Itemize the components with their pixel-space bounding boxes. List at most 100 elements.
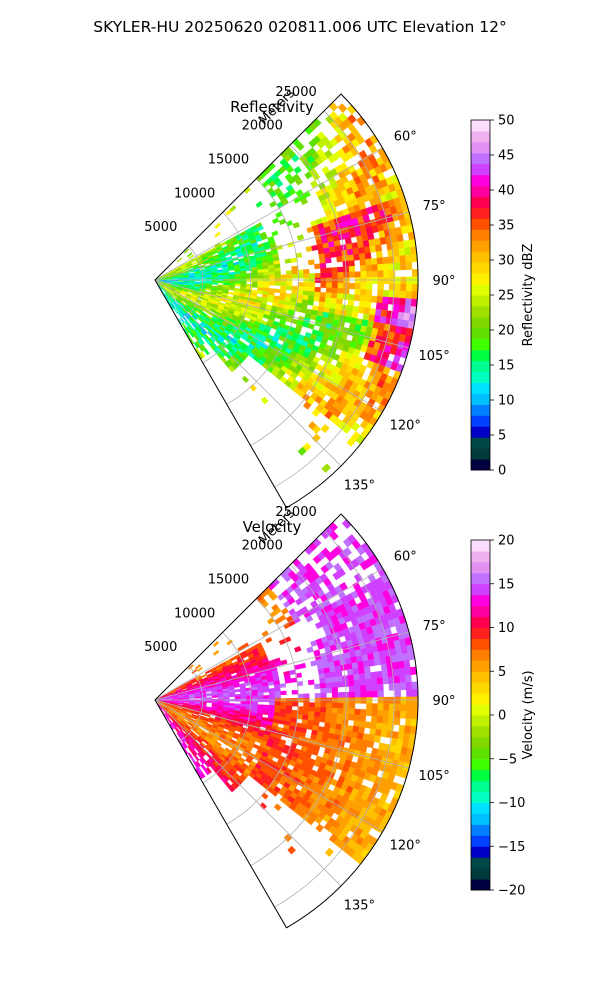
echo-cell bbox=[337, 682, 343, 688]
echo-cell bbox=[377, 296, 383, 303]
echo-cell bbox=[269, 268, 275, 272]
range-tick-label: 15000 bbox=[208, 573, 249, 588]
echo-cell bbox=[349, 266, 355, 272]
echo-cell bbox=[367, 233, 374, 240]
echo-cell bbox=[324, 673, 330, 679]
echo-cell bbox=[349, 692, 355, 698]
echo-cell bbox=[315, 273, 321, 278]
colorbar-bin bbox=[471, 273, 490, 284]
echo-cell bbox=[258, 696, 264, 699]
echo-cell bbox=[308, 323, 315, 329]
echo-cell bbox=[274, 688, 280, 692]
echo-cell bbox=[303, 711, 309, 716]
echo-cell bbox=[360, 259, 366, 265]
echo-cell bbox=[359, 253, 365, 260]
echo-cell bbox=[241, 276, 247, 279]
range-tick-label: 10000 bbox=[174, 186, 215, 201]
echo-cell bbox=[324, 253, 330, 259]
echo-cell bbox=[264, 275, 270, 278]
echo-cell bbox=[307, 647, 314, 653]
echo-cell bbox=[349, 709, 355, 715]
echo-cell bbox=[275, 271, 281, 275]
colorbar-bin bbox=[471, 704, 490, 715]
colorbar-bin bbox=[471, 240, 490, 251]
echo-cell bbox=[319, 673, 325, 679]
echo-cell bbox=[383, 297, 389, 304]
azimuth-tick-label: 60° bbox=[394, 550, 417, 565]
echo-cell bbox=[326, 703, 332, 708]
echo-cell bbox=[378, 691, 384, 698]
echo-cell bbox=[337, 288, 343, 294]
colorbar-tick-label: 10 bbox=[498, 621, 515, 636]
colorbar-bin bbox=[471, 120, 490, 131]
echo-cell bbox=[383, 290, 389, 297]
echo-cell bbox=[399, 248, 405, 256]
echo-cell bbox=[377, 684, 383, 691]
echo-cell bbox=[252, 702, 258, 705]
colorbar-bin bbox=[471, 415, 490, 426]
echo-cell bbox=[242, 376, 249, 383]
echo-cell bbox=[394, 718, 400, 725]
echo-cell bbox=[315, 693, 321, 698]
echo-cell bbox=[382, 670, 388, 677]
echo-cell bbox=[292, 702, 298, 706]
echo-cell bbox=[326, 683, 332, 688]
echo-cell bbox=[393, 669, 399, 677]
echo-cell bbox=[189, 697, 195, 698]
colorbar-tick-label: 30 bbox=[498, 254, 515, 269]
echo-cell bbox=[325, 848, 334, 857]
echo-cell bbox=[309, 707, 315, 712]
echo-cell bbox=[326, 688, 332, 693]
echo-cell bbox=[275, 691, 281, 695]
echo-cell bbox=[336, 676, 342, 682]
colorbar-bin bbox=[471, 229, 490, 240]
echo-cell bbox=[286, 286, 292, 290]
echo-cell bbox=[384, 697, 390, 704]
echo-cell bbox=[372, 685, 378, 692]
echo-cell bbox=[319, 253, 325, 259]
azimuth-tick-label: 135° bbox=[344, 478, 375, 493]
echo-cell bbox=[347, 725, 353, 731]
echo-cell bbox=[383, 710, 389, 717]
echo-cell bbox=[366, 710, 372, 716]
echo-cell bbox=[314, 264, 320, 269]
colorbar-bin bbox=[471, 879, 490, 890]
echo-cell bbox=[269, 282, 275, 286]
echo-cell bbox=[338, 692, 344, 697]
colorbar-bin bbox=[471, 251, 490, 262]
echo-cell bbox=[297, 235, 304, 241]
echo-cell bbox=[325, 298, 331, 304]
echo-cell bbox=[326, 268, 332, 273]
colorbar-bin bbox=[471, 142, 490, 153]
echo-cell bbox=[366, 290, 372, 296]
echo-cell bbox=[376, 671, 382, 678]
echo-cell bbox=[294, 166, 302, 174]
colorbar-bin bbox=[471, 350, 490, 361]
echo-cell bbox=[332, 283, 338, 288]
echo-cell bbox=[326, 708, 332, 713]
echo-cell bbox=[367, 697, 373, 703]
echo-cell bbox=[378, 704, 384, 711]
echo-cell bbox=[394, 256, 400, 263]
echo-cell bbox=[206, 694, 212, 696]
echo-cell bbox=[269, 692, 275, 696]
echo-cell bbox=[322, 464, 331, 473]
colorbar-tick-label: 0 bbox=[498, 464, 506, 479]
echo-cell bbox=[303, 269, 309, 274]
echo-cell bbox=[331, 293, 337, 299]
colorbar-label: Velocity (m/s) bbox=[521, 670, 536, 759]
echo-cell bbox=[336, 256, 342, 262]
colorbar-bin bbox=[471, 638, 490, 649]
echo-cell bbox=[320, 268, 326, 273]
echo-cell bbox=[406, 704, 412, 711]
echo-cell bbox=[348, 260, 354, 266]
data-field bbox=[155, 102, 418, 473]
echo-cell bbox=[218, 281, 224, 283]
colorbar-tick-label: 10 bbox=[498, 394, 515, 409]
echo-cell bbox=[228, 292, 234, 295]
echo-cell bbox=[348, 255, 354, 261]
echo-cell bbox=[263, 711, 269, 715]
echo-cell bbox=[412, 292, 418, 300]
echo-cell bbox=[405, 255, 411, 263]
echo-cell bbox=[308, 260, 314, 265]
